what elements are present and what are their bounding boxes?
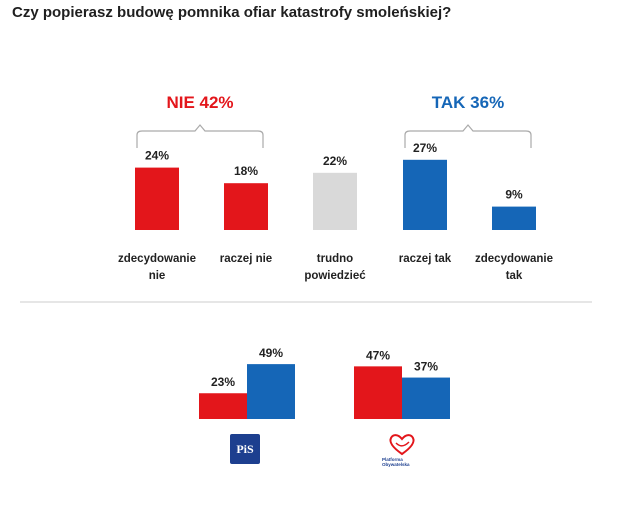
po-logo-line2: Obywatelska [382, 462, 410, 467]
party-bar-value-2-nie: 47% [366, 348, 390, 362]
bar-4 [403, 159, 447, 230]
category-label-2-line-1: raczej nie [220, 253, 272, 265]
bar-value-label-3: 22% [323, 154, 347, 168]
party-bar-2-nie [354, 366, 402, 419]
party-bar-2-tak [402, 377, 450, 419]
bar-2 [224, 183, 268, 230]
party-bar-value-2-tak: 37% [414, 360, 438, 374]
category-label-3-line-1: trudno [317, 253, 353, 265]
po-logo-line1: Platforma [382, 457, 403, 462]
bar-value-label-1: 24% [145, 149, 169, 163]
party-bar-value-1-tak: 49% [259, 346, 283, 360]
party-bar-1-tak [247, 364, 295, 419]
chart-title: Czy popierasz budowę pomnika ofiar katas… [12, 4, 452, 21]
category-label-4-line-1: raczej tak [399, 253, 452, 265]
bar-5 [492, 206, 536, 230]
category-label-1-line-1: zdecydowanie [118, 253, 196, 265]
bar-3 [313, 172, 357, 230]
category-label-3-line-2: powiedzieć [304, 270, 366, 282]
pis-logo-letters: PiS [236, 442, 254, 456]
group-label-2: TAK 36% [432, 93, 504, 112]
pis-logo: PiS [230, 434, 260, 464]
group-bracket-2 [404, 124, 532, 148]
category-label-5-line-2: tak [506, 270, 523, 282]
po-heart-icon [389, 434, 415, 456]
party-bar-1-nie [199, 393, 247, 419]
category-label-1-line-2: nie [149, 270, 166, 282]
bar-1 [135, 167, 179, 230]
party-bar-value-1-nie: 23% [211, 375, 235, 389]
bar-value-label-2: 18% [234, 164, 258, 178]
group-label-1: NIE 42% [166, 93, 233, 112]
bar-value-label-4: 27% [413, 141, 437, 155]
category-label-5-line-1: zdecydowanie [475, 253, 553, 265]
po-logo: Platforma Obywatelska [382, 430, 422, 468]
bar-value-label-5: 9% [505, 188, 523, 202]
group-bracket-1 [136, 124, 264, 148]
